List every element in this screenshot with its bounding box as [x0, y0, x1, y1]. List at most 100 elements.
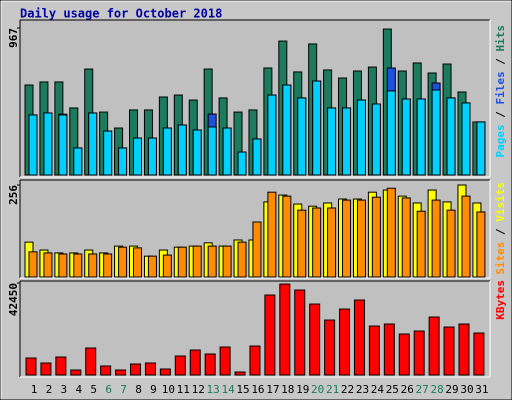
- bar: [428, 316, 440, 376]
- bar: [207, 245, 217, 278]
- x-tick-label: 9: [150, 383, 157, 396]
- x-tick-label: 22: [341, 383, 354, 396]
- bar: [147, 137, 157, 176]
- bar: [144, 362, 156, 376]
- x-tick-label: 24: [371, 383, 385, 396]
- bar: [368, 325, 380, 376]
- x-tick-label: 3: [61, 383, 68, 396]
- bar: [73, 147, 83, 176]
- bar: [461, 195, 471, 278]
- bar: [252, 221, 262, 278]
- y-tick-label: 967: [7, 28, 20, 48]
- x-tick-label: 16: [251, 383, 264, 396]
- x-tick-label: 20: [311, 383, 324, 396]
- bar: [282, 195, 292, 278]
- legend: Sites / Visits: [494, 182, 507, 275]
- bar: [147, 255, 157, 278]
- bar: [446, 97, 456, 176]
- legend-entry: Visits: [494, 182, 507, 222]
- bar: [476, 211, 486, 278]
- x-tick-label: 6: [105, 383, 112, 396]
- bar: [356, 199, 366, 278]
- legend-separator: /: [494, 222, 507, 242]
- bar: [73, 253, 83, 278]
- bar: [192, 129, 202, 176]
- x-tick-label: 31: [475, 383, 488, 396]
- bar: [58, 114, 68, 176]
- x-tick-label: 26: [401, 383, 414, 396]
- bar: [162, 127, 172, 176]
- bar: [282, 84, 292, 176]
- chart-title: Daily usage for October 2018: [20, 7, 222, 21]
- bar: [461, 102, 471, 176]
- bar: [85, 347, 97, 376]
- legend-entry: Sites: [494, 242, 507, 275]
- x-tick-label: 5: [90, 383, 97, 396]
- bar: [267, 191, 277, 278]
- x-tick-label: 15: [236, 383, 249, 396]
- bar: [192, 245, 202, 278]
- bar: [279, 283, 291, 376]
- bar: [267, 94, 277, 176]
- x-tick-label: 4: [75, 383, 82, 396]
- x-tick-label: 19: [296, 383, 309, 396]
- bar: [383, 323, 395, 376]
- bar: [339, 308, 351, 376]
- x-tick-label: 29: [445, 383, 458, 396]
- bar: [458, 323, 470, 376]
- bar: [222, 245, 232, 278]
- bar: [115, 369, 127, 376]
- x-tick-label: 14: [221, 383, 235, 396]
- bar: [177, 246, 187, 278]
- bar: [473, 332, 485, 376]
- x-tick-label: 13: [207, 383, 220, 396]
- bar: [234, 371, 246, 376]
- x-tick-label: 2: [46, 383, 53, 396]
- bar: [204, 353, 216, 376]
- bar: [70, 369, 82, 376]
- legend: KBytes: [494, 280, 507, 320]
- bar: [222, 127, 232, 176]
- bar: [324, 319, 336, 376]
- bar: [309, 303, 321, 376]
- x-tick-label: 7: [120, 383, 127, 396]
- bar: [189, 349, 201, 376]
- bar: [416, 210, 426, 278]
- x-tick-label: 27: [416, 383, 429, 396]
- legend-separator: /: [494, 105, 507, 125]
- bar: [174, 355, 186, 376]
- bar: [100, 365, 112, 376]
- bar: [342, 107, 352, 176]
- bar: [294, 289, 306, 376]
- bar: [312, 80, 322, 176]
- bar: [371, 103, 381, 176]
- bar: [386, 187, 396, 278]
- x-tick-label: 28: [430, 383, 443, 396]
- bar: [43, 252, 53, 278]
- legend-entry: Files: [494, 71, 507, 104]
- bar: [159, 368, 171, 376]
- bar: [401, 197, 411, 278]
- legend-entry: KBytes: [494, 280, 507, 320]
- bar: [58, 253, 68, 278]
- bar: [413, 330, 425, 376]
- x-tick-label: 30: [460, 383, 473, 396]
- x-tick-label: 25: [386, 383, 399, 396]
- x-tick-label: 12: [192, 383, 205, 396]
- x-tick-label: 21: [326, 383, 339, 396]
- x-tick-label: 1: [31, 383, 38, 396]
- bar: [88, 253, 98, 278]
- bar: [371, 196, 381, 278]
- x-tick-label: 11: [177, 383, 190, 396]
- bar: [398, 333, 410, 376]
- bar: [103, 253, 113, 278]
- bar: [297, 209, 307, 278]
- bar: [431, 199, 441, 278]
- bar: [118, 147, 128, 176]
- bar: [401, 98, 411, 176]
- bar: [28, 251, 38, 278]
- bar: [446, 209, 456, 278]
- bar: [353, 299, 365, 376]
- x-tick-label: 8: [135, 383, 142, 396]
